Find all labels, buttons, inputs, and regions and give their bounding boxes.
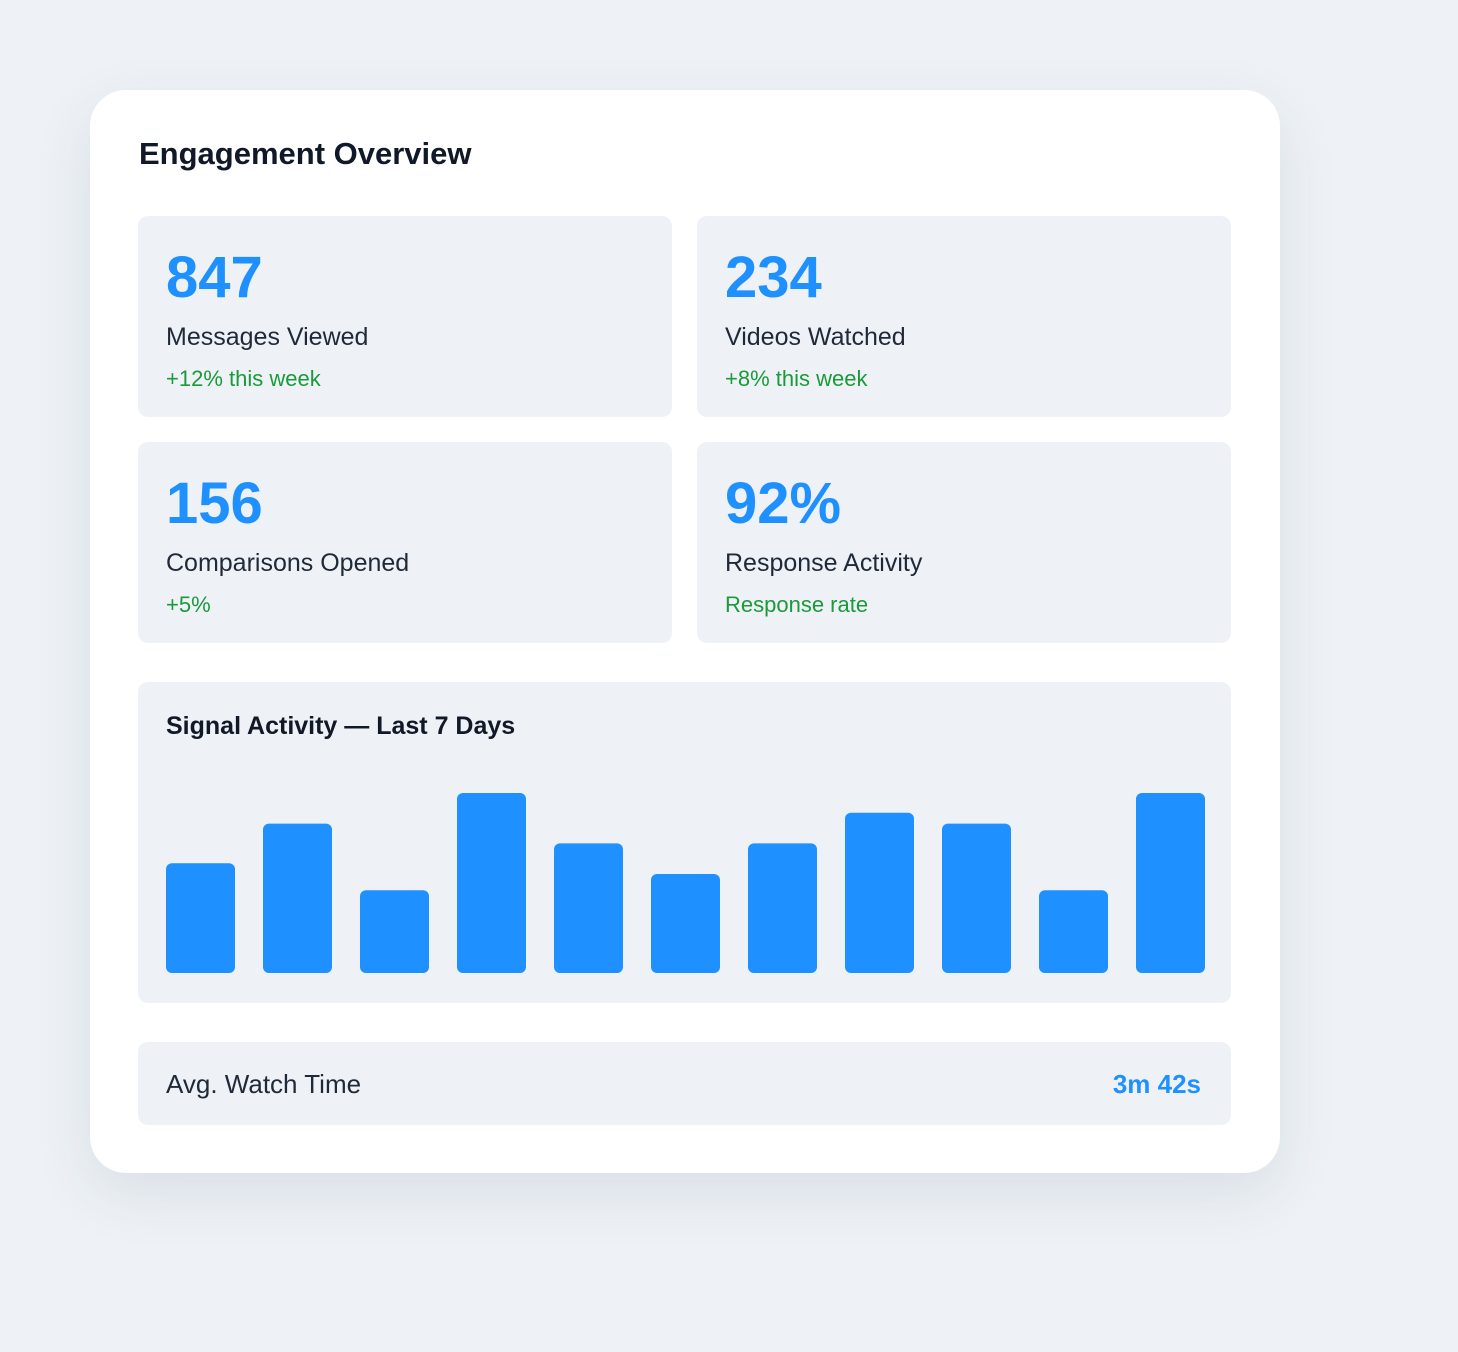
chart-panel: Signal Activity — Last 7 Days <box>138 682 1231 1003</box>
metric-tile: 847 Messages Viewed +12% this week <box>138 216 672 417</box>
footer-panel: Avg. Watch Time 3m 42s <box>138 1042 1231 1125</box>
bar <box>263 823 332 973</box>
bar <box>651 874 720 973</box>
bar <box>1136 793 1205 973</box>
metric-label: Response Activity <box>725 549 923 577</box>
footer-value: 3m 42s <box>1112 1069 1201 1099</box>
metric-change: Response rate <box>725 592 869 617</box>
metric-tile: 92% Response Activity Response rate <box>697 442 1231 643</box>
bar <box>748 843 817 973</box>
metric-tile: 234 Videos Watched +8% this week <box>697 216 1231 417</box>
metric-tile: 156 Comparisons Opened +5% <box>138 442 672 643</box>
bar <box>1039 890 1108 973</box>
metric-label: Messages Viewed <box>166 323 369 351</box>
bar <box>166 863 235 973</box>
metric-label: Comparisons Opened <box>166 549 410 577</box>
metric-change: +5% <box>166 592 211 617</box>
bar <box>845 812 914 973</box>
bar <box>360 890 429 973</box>
metric-change: +12% this week <box>166 366 321 391</box>
metric-value: 92% <box>725 471 842 536</box>
metric-change: +8% this week <box>725 366 868 391</box>
metric-value: 156 <box>166 471 263 536</box>
bar <box>457 793 526 973</box>
bar-chart <box>166 793 1205 973</box>
card-title: Engagement Overview <box>139 136 472 171</box>
metric-label: Videos Watched <box>725 323 906 351</box>
footer-label: Avg. Watch Time <box>166 1069 362 1099</box>
metric-value: 234 <box>725 245 822 310</box>
card: Engagement Overview 847 Messages Viewed … <box>90 90 1280 1173</box>
bar <box>554 843 623 973</box>
bar <box>942 823 1011 973</box>
chart-title: Signal Activity — Last 7 Days <box>166 712 516 740</box>
metric-value: 847 <box>166 245 263 310</box>
